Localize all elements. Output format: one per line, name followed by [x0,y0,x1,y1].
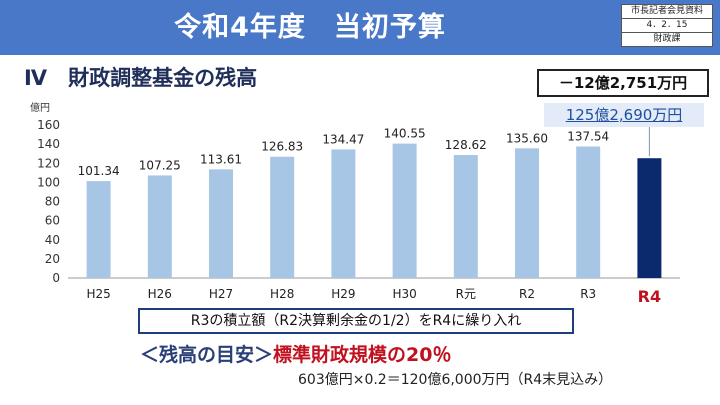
data-label: 140.55 [384,127,426,141]
y-tick-label: 120 [37,156,60,170]
source-line-1: 市長記者会見資料 [622,5,712,19]
bar [637,158,662,278]
guideline-emphasis: 標準財政規模の20％ [273,344,452,366]
y-tick-label: 80 [45,195,60,209]
y-tick-label: 0 [52,271,60,285]
x-tick-label: R2 [519,287,535,301]
y-tick-label: 100 [37,175,60,189]
transfer-note: R3の積立額（R2決算剰余金の1/2）をR4に繰り入れ [138,308,574,334]
bar [147,175,172,278]
data-label: 113.61 [200,152,242,166]
bar [453,155,478,278]
y-tick-label: 20 [45,252,60,266]
source-line-2: 4．2．15 [622,19,712,33]
source-line-3: 財政課 [653,34,681,44]
y-tick-label: 40 [45,233,60,247]
data-label: 134.47 [322,132,364,146]
bar [392,143,417,278]
bar [270,156,295,278]
x-tick-label: H28 [270,287,294,301]
header-bar: 令和4年度 当初予算 市長記者会見資料 4．2．15 財政課 [0,0,720,55]
x-tick-label: H26 [148,287,172,301]
y-tick-label: 160 [37,118,60,132]
bar [331,149,356,278]
decrease-callout: －12億2,751万円 [537,69,709,97]
y-axis-unit-label: 億円 [30,103,50,114]
bar [209,169,233,278]
balance-guideline: ＜残高の目安＞標準財政規模の20％ [140,340,451,367]
bar [576,146,601,278]
source-box: 市長記者会見資料 4．2．15 財政課 [621,4,713,47]
bar [86,181,111,278]
section-title: Ⅳ 財政調整基金の残高 [24,66,258,90]
guideline-prefix: ＜残高の目安＞ [140,344,274,366]
data-label: 128.62 [445,138,487,152]
calculation-text: 603億円×0.2＝120億6,000万円（R4末見込み） [298,372,613,388]
x-tick-label: R元 [456,287,476,301]
data-label: 135.60 [506,131,548,145]
y-tick-label: 60 [45,214,60,228]
x-tick-label: R4 [638,287,661,306]
x-tick-label: H25 [86,287,110,301]
total-callout: 125億2,690万円 [544,103,704,127]
bar [515,148,539,278]
x-tick-label: H27 [209,287,233,301]
page-title: 令和4年度 当初予算 [174,12,446,43]
data-label: 126.83 [261,140,303,154]
data-label: 137.54 [567,129,609,143]
x-tick-label: R3 [580,287,596,301]
y-tick-label: 140 [37,137,60,151]
data-label: 107.25 [139,158,181,172]
data-label: 101.34 [78,164,120,178]
x-tick-label: H30 [392,287,416,301]
x-tick-label: H29 [331,287,355,301]
